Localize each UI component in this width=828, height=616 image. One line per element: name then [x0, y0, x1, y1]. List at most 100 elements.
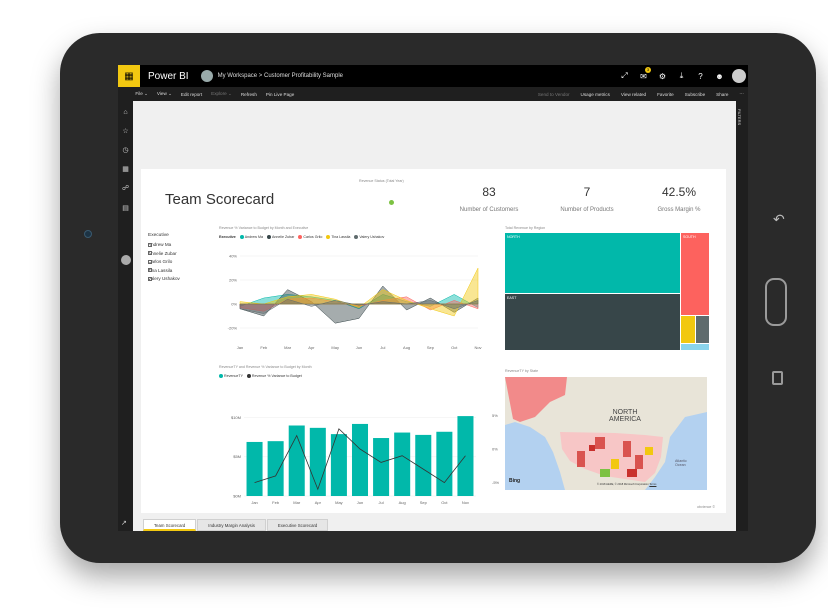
- checkbox[interactable]: [148, 268, 152, 272]
- home-icon[interactable]: ⌂: [123, 109, 128, 116]
- recent-apps-icon[interactable]: [772, 371, 783, 385]
- home-button[interactable]: [765, 278, 787, 326]
- revenue-bar: [309, 427, 326, 496]
- view-related-button[interactable]: View related: [620, 91, 647, 97]
- slicer-item-annelie-zubar[interactable]: Annelie Zubar: [148, 251, 177, 256]
- treemap-region-small-c[interactable]: [681, 344, 709, 350]
- settings-gear-icon[interactable]: ⚙: [658, 71, 667, 81]
- filters-pane[interactable]: FILTERS: [736, 101, 748, 531]
- tab-industry-margin-analysis[interactable]: Industry Margin Analysis: [197, 519, 266, 531]
- slicer-item-label: Carlos Grilo: [148, 259, 173, 264]
- combo-chart-title: RevenueTY and Revenue % Variance to Budg…: [219, 365, 312, 369]
- back-button-icon[interactable]: ↶: [773, 211, 785, 227]
- shared-with-me-icon[interactable]: ☍: [121, 185, 130, 192]
- bing-logo: Bing: [509, 478, 521, 484]
- apps-icon[interactable]: ▦: [122, 166, 129, 173]
- x-tick-label: Nov: [462, 500, 469, 505]
- legend-carlos[interactable]: Carlos Grilo: [303, 235, 323, 239]
- report-canvas: Team Scorecard Revenue Status (Total Yea…: [141, 169, 726, 513]
- more-options-icon[interactable]: ⋯: [739, 91, 744, 96]
- combo-chart-legend: RevenueTY Revenue % Variance to Budget: [219, 374, 302, 379]
- file-menu[interactable]: File ⌄: [135, 91, 148, 96]
- legend-revenue[interactable]: RevenueTY: [224, 374, 243, 378]
- map-ocean-label: Atlantic Ocean: [675, 459, 687, 467]
- send-to-vendor-button[interactable]: Send to Vendor: [537, 91, 570, 97]
- expand-icon[interactable]: ⤢: [621, 71, 628, 80]
- treemap-region-small-b[interactable]: [696, 316, 709, 343]
- state-map[interactable]: NORTH AMERICA Atlantic Ocean Bing © 2018 H…: [505, 377, 707, 490]
- subscribe-button[interactable]: Subscribe: [684, 91, 706, 97]
- share-button[interactable]: Share: [716, 91, 729, 97]
- help-icon[interactable]: ?: [698, 71, 703, 81]
- legend-tina[interactable]: Tina Lassila: [331, 235, 351, 239]
- legend-dot-tina: [326, 235, 331, 240]
- series-area-4: [239, 298, 479, 314]
- filters-label[interactable]: FILTERS: [737, 109, 742, 126]
- x-tick-label: Jan: [251, 500, 257, 505]
- combo-bar-line-chart[interactable]: $10M $5M $0M 5% 0% -5% Jan Feb Mar Apr May Jun Jul Au…: [216, 394, 506, 509]
- treemap-east-label: EAST: [507, 296, 517, 300]
- expand-nav-icon[interactable]: ↗: [121, 520, 127, 527]
- y-left-tick-label: $0M: [233, 493, 241, 498]
- usage-metrics-button[interactable]: Usage metrics: [580, 91, 610, 97]
- x-tick-label: Apr: [315, 500, 322, 505]
- checkbox[interactable]: [148, 276, 152, 281]
- edit-report-button[interactable]: Edit report: [180, 91, 203, 97]
- legend-dot-variance: [246, 374, 251, 379]
- camera-lens: [84, 230, 92, 238]
- slicer-item-valery-ushakov[interactable]: Valery Ushakov: [148, 276, 180, 281]
- series-area-1: [239, 285, 479, 324]
- legend-valery[interactable]: Valery Ushakov: [359, 235, 385, 239]
- revenue-bar: [373, 438, 390, 496]
- y-right-tick-label: -5%: [492, 480, 500, 485]
- map-label-line1: NORTH: [612, 409, 638, 416]
- treemap-east[interactable]: EAST: [505, 294, 680, 350]
- x-tick-label: Nov: [474, 345, 481, 350]
- treemap-north[interactable]: NORTH: [505, 233, 680, 293]
- recent-clock-icon[interactable]: ◷: [122, 147, 129, 154]
- kpi-products-value: 7: [583, 185, 591, 199]
- map-copyright: © 2018 HERE, © 2018 Microsoft Corporatio…: [597, 483, 656, 486]
- legend-dot-andrew: [239, 235, 244, 240]
- revenue-bar: [394, 432, 411, 496]
- slicer-item-carlos-grilo[interactable]: Carlos Grilo: [148, 259, 172, 264]
- revenue-status-indicator: [389, 200, 394, 205]
- tab-team-scorecard[interactable]: Team Scorecard: [143, 519, 197, 531]
- legend-variance[interactable]: Revenue % Variance to Budget: [251, 374, 302, 378]
- x-tick-label: Feb: [272, 500, 280, 505]
- tab-executive-scorecard[interactable]: Executive Scorecard: [266, 519, 329, 531]
- legend-annelie[interactable]: Annelie Zubar: [271, 235, 295, 239]
- legend-dot-revenue: [219, 374, 223, 379]
- refresh-button[interactable]: Refresh: [240, 91, 257, 97]
- checkbox[interactable]: [148, 242, 152, 247]
- variance-area-chart[interactable]: 40% 20% 0% -20% Jan Feb Mar Apr May Jun Jul Aug Sep O…: [216, 244, 486, 354]
- notifications-icon[interactable]: ✉ 3: [640, 67, 651, 81]
- slicer-item-andrew-ma[interactable]: Andrew Ma: [148, 242, 171, 247]
- feedback-icon[interactable]: ☻: [715, 71, 724, 81]
- treemap-south[interactable]: SOUTH: [681, 233, 709, 315]
- pin-live-page-button[interactable]: Pin Live Page: [265, 91, 295, 97]
- slicer-item-tina-lassila[interactable]: Tina Lassila: [148, 268, 172, 273]
- report-title: Team Scorecard: [165, 191, 275, 208]
- legend-andrew[interactable]: Andrew Ma: [244, 235, 263, 239]
- map-terms-link[interactable]: Terms: [649, 483, 657, 486]
- checkbox[interactable]: [148, 251, 152, 255]
- view-menu[interactable]: View ⌄: [156, 91, 172, 96]
- download-icon[interactable]: ⤓: [679, 71, 684, 80]
- explore-menu[interactable]: Explore ⌄: [211, 91, 232, 96]
- favorite-button[interactable]: Favorite: [657, 91, 674, 97]
- brand-title[interactable]: Power BI: [148, 70, 189, 82]
- app-launcher-icon[interactable]: ▦: [118, 65, 140, 87]
- favorites-star-icon[interactable]: ☆: [122, 128, 129, 135]
- treemap-region-small-a[interactable]: [681, 316, 695, 343]
- breadcrumb[interactable]: My Workspace > Customer Profitability Sa…: [217, 73, 344, 79]
- revenue-bar: [415, 434, 432, 496]
- workspaces-icon[interactable]: ▤: [122, 205, 129, 212]
- x-tick-label: Aug: [403, 345, 410, 350]
- treemap-title: Total Revenue by Region: [505, 226, 546, 230]
- checkbox[interactable]: [148, 259, 152, 264]
- account-avatar[interactable]: [729, 65, 748, 87]
- ocean-label-line1: Atlantic: [675, 459, 687, 463]
- workspace-nav-avatar[interactable]: [121, 255, 131, 265]
- region-treemap[interactable]: NORTH EAST SOUTH: [505, 233, 709, 350]
